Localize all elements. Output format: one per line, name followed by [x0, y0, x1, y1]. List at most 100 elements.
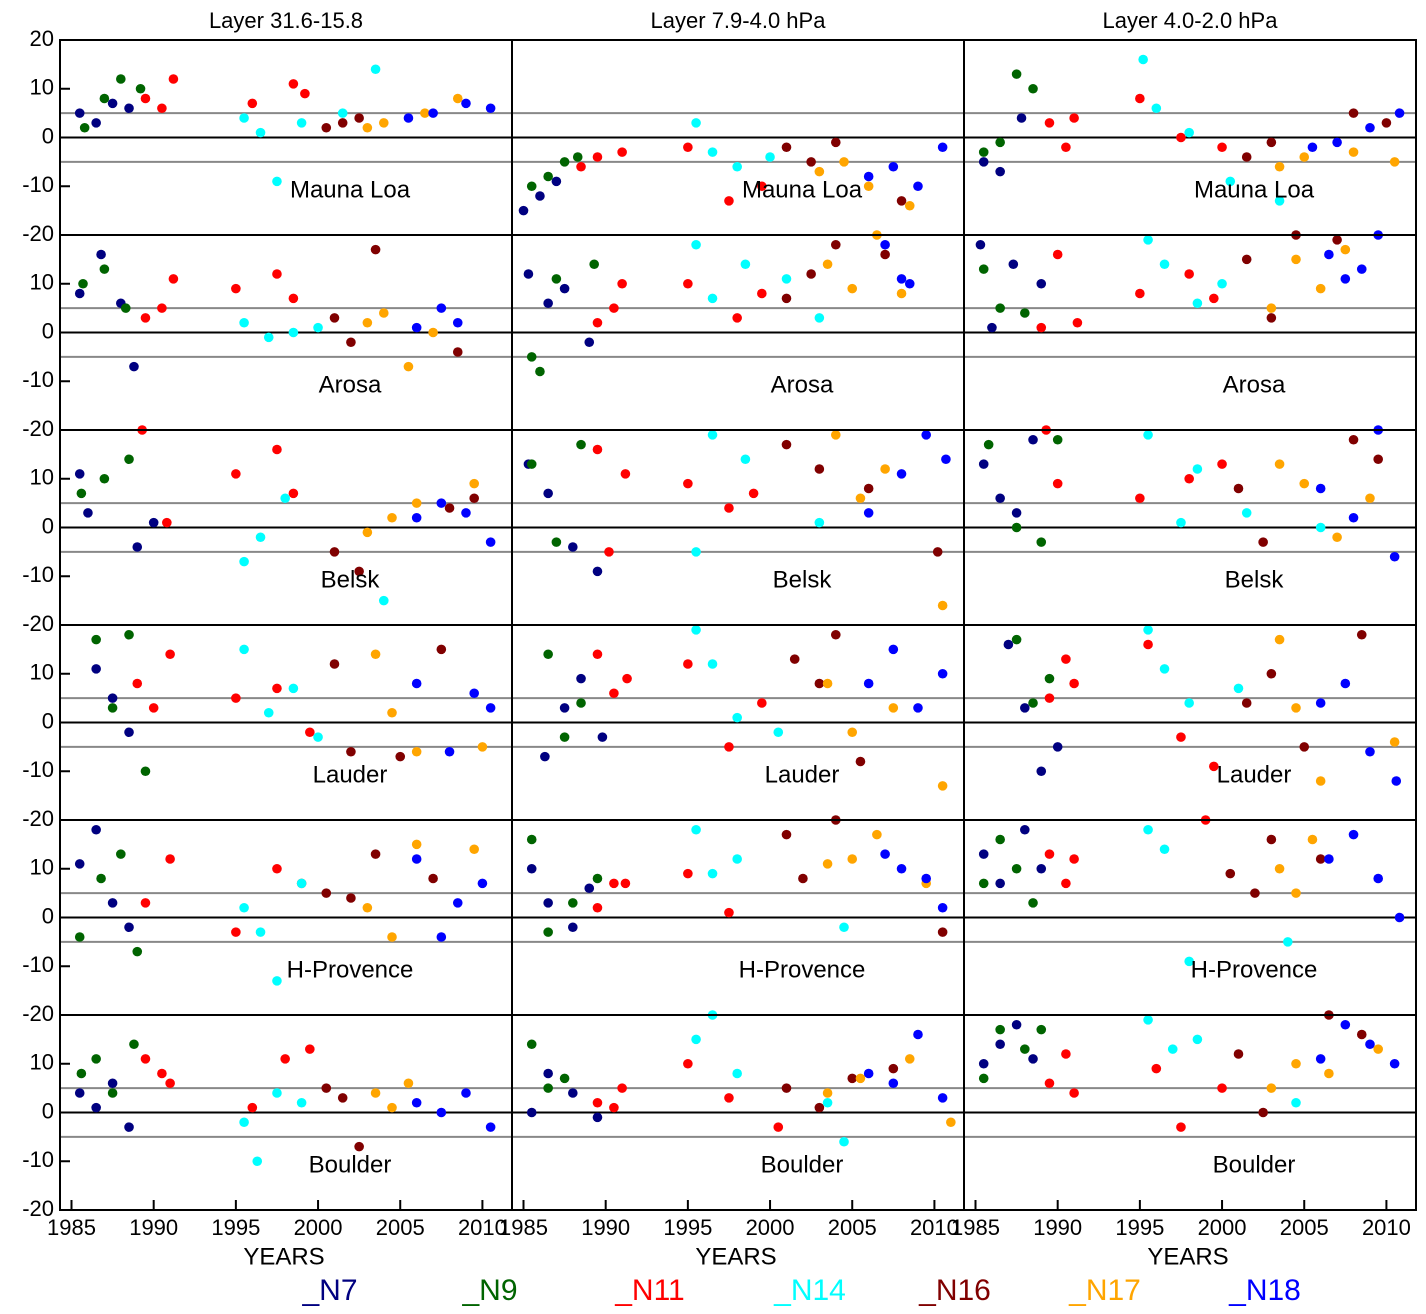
data-point [1291, 1058, 1301, 1069]
data-point [707, 293, 718, 304]
data-point [576, 161, 586, 172]
data-point [584, 883, 595, 894]
data-point [691, 118, 701, 128]
x-tick-label: 2005 [828, 1215, 877, 1240]
station-label: H-Provence [739, 956, 866, 983]
data-point [1365, 493, 1375, 504]
data-point [1028, 1054, 1038, 1064]
data-point [757, 698, 767, 708]
data-point [1315, 1054, 1326, 1064]
data-point [1061, 654, 1071, 664]
data-point [1315, 283, 1326, 294]
data-point [707, 147, 718, 157]
y-tick-label: 0 [42, 318, 54, 343]
data-point [255, 127, 266, 138]
data-point [1356, 1029, 1367, 1040]
data-point [378, 118, 389, 128]
data-point [740, 454, 751, 465]
data-point [140, 313, 151, 323]
data-point [526, 1039, 537, 1050]
data-point [255, 532, 266, 543]
data-point [485, 1122, 496, 1132]
data-point [978, 1058, 989, 1069]
data-point [592, 1097, 603, 1108]
data-point [830, 430, 841, 440]
data-point [107, 1078, 118, 1089]
data-point [1266, 1083, 1277, 1093]
data-point [526, 1107, 537, 1118]
data-point [444, 746, 455, 757]
data-point [863, 678, 874, 689]
data-point [995, 1039, 1005, 1050]
data-point [1011, 1019, 1022, 1030]
data-point [116, 849, 126, 859]
data-point [1250, 888, 1260, 898]
data-point [1151, 1063, 1162, 1074]
data-point [888, 644, 899, 655]
data-point [239, 113, 249, 123]
data-point [280, 493, 290, 504]
data-point [1307, 834, 1318, 845]
data-point [469, 493, 479, 504]
data-point [305, 1044, 315, 1054]
data-point [1008, 259, 1019, 270]
data-point [1069, 854, 1079, 864]
x-axis-label: YEARS [1147, 1243, 1228, 1270]
data-point [1373, 454, 1383, 465]
data-point [1052, 249, 1063, 260]
data-point [107, 1088, 118, 1098]
data-point [1069, 678, 1079, 689]
data-point [1324, 249, 1334, 260]
data-point [1159, 259, 1170, 270]
data-point [1143, 639, 1153, 650]
x-tick-label: 2000 [294, 1215, 343, 1240]
x-tick-label: 2010 [458, 1215, 507, 1240]
data-point [1028, 434, 1038, 445]
data-point [863, 181, 874, 192]
data-point [1052, 478, 1063, 489]
data-point [576, 439, 586, 450]
data-point [247, 98, 258, 109]
data-point [830, 137, 841, 148]
data-point [975, 239, 986, 250]
station-label: Lauder [765, 761, 840, 788]
data-point [1340, 274, 1351, 284]
data-point [757, 181, 767, 192]
data-point [1028, 898, 1038, 908]
data-point [798, 873, 808, 884]
data-point [288, 327, 299, 338]
data-point [436, 932, 447, 942]
data-point [74, 288, 85, 299]
legend-entry: _N14 [773, 1274, 846, 1307]
data-point [724, 742, 734, 752]
data-point [995, 834, 1005, 845]
data-point [124, 103, 134, 114]
data-point [296, 1097, 307, 1108]
data-point [1315, 698, 1326, 708]
data-point [370, 849, 381, 859]
data-point [995, 137, 1005, 148]
data-point [321, 122, 332, 133]
data-point [329, 659, 340, 669]
data-point [1233, 1049, 1244, 1059]
data-point [91, 1102, 101, 1113]
data-point [1233, 483, 1244, 494]
data-point [1135, 93, 1145, 104]
y-tick-label: 20 [30, 26, 54, 51]
data-point [140, 93, 151, 104]
data-point [806, 269, 816, 279]
station-label: Boulder [1213, 1151, 1296, 1178]
data-point [937, 781, 948, 791]
data-point [1036, 322, 1047, 333]
data-point [272, 683, 282, 694]
station-label: Lauder [313, 761, 388, 788]
data-point [1348, 108, 1359, 118]
data-point [1151, 103, 1162, 114]
data-point [1036, 278, 1047, 289]
data-point [124, 922, 134, 933]
data-point [1291, 1097, 1301, 1108]
y-tick-label: -10 [22, 1147, 54, 1172]
data-point [107, 703, 118, 713]
legend-entry: _N16 [918, 1274, 991, 1307]
x-tick-label: 1990 [581, 1215, 630, 1240]
